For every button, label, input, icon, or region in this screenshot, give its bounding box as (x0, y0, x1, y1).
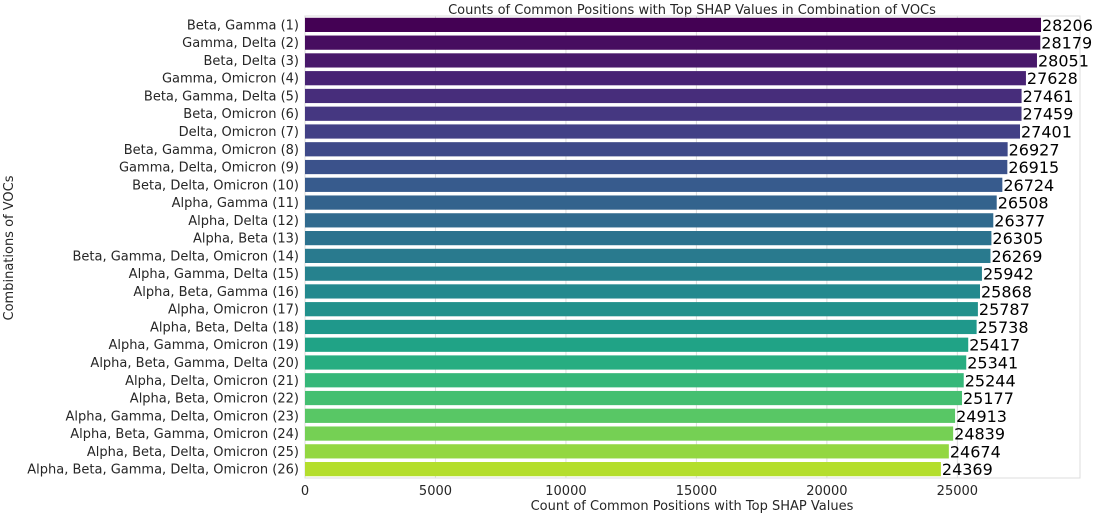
y-tick-label: Beta, Gamma, Delta (5) (144, 89, 299, 104)
y-tick-label: Beta, Gamma, Delta, Omicron (14) (72, 249, 299, 264)
y-tick-label: Alpha, Delta (12) (188, 214, 299, 229)
x-tick-label: 25000 (937, 484, 978, 499)
bar (305, 266, 982, 281)
bar-value-label: 25417 (969, 336, 1020, 355)
bar (305, 390, 962, 406)
bar (305, 373, 964, 388)
bar-value-label: 24839 (954, 425, 1005, 444)
bar (305, 195, 997, 210)
bar (305, 426, 954, 441)
y-tick-label: Beta, Gamma, Omicron (8) (124, 143, 299, 158)
y-tick-label: Alpha, Gamma (11) (172, 196, 299, 211)
y-tick-label: Alpha, Beta, Omicron (22) (130, 392, 299, 407)
bar (305, 408, 956, 423)
x-tick-label: 10000 (545, 484, 586, 499)
bar (305, 142, 1008, 157)
bar-value-label: 28179 (1041, 34, 1092, 53)
bar-value-label: 26927 (1009, 140, 1060, 159)
y-tick-label: Alpha, Gamma, Omicron (19) (108, 338, 299, 353)
bar (305, 355, 967, 370)
bar-value-label: 26508 (998, 194, 1049, 213)
bar (305, 17, 1042, 32)
y-axis-title: Combinations of VOCs (2, 175, 17, 320)
bar (305, 124, 1021, 139)
bar (305, 248, 991, 263)
x-tick-label: 5000 (419, 484, 452, 499)
bar (305, 53, 1037, 68)
bar-value-label: 26377 (994, 211, 1045, 230)
bar-value-label: 26305 (992, 229, 1043, 248)
bar (305, 462, 941, 477)
bar (305, 159, 1008, 175)
y-tick-label: Beta, Delta, Omicron (10) (132, 178, 299, 193)
plot-frame (304, 15, 1081, 479)
bar-value-label: 26915 (1008, 158, 1059, 177)
bar-value-label: 24369 (942, 460, 993, 479)
bar (305, 444, 949, 459)
bar-value-label: 24913 (956, 407, 1007, 426)
bar (305, 337, 969, 352)
y-tick-label: Beta, Delta (3) (204, 54, 299, 69)
y-tick-label: Alpha, Beta (13) (193, 232, 299, 247)
bar-value-label: 25738 (978, 318, 1029, 337)
bar-value-label: 27401 (1021, 123, 1072, 142)
bar (305, 213, 994, 228)
y-tick-labels: Beta, Gamma (1) Gamma, Delta (2) Beta, Del… (27, 18, 299, 477)
bar (305, 106, 1022, 121)
bar-value-label: 25341 (967, 354, 1018, 373)
bar (305, 302, 978, 317)
bar (305, 177, 1003, 192)
y-tick-label: Delta, Omicron (7) (179, 125, 299, 140)
bar (305, 231, 992, 246)
y-tick-label: Alpha, Beta, Gamma, Omicron (24) (70, 427, 299, 442)
y-tick-label: Alpha, Gamma, Delta, Omicron (23) (66, 409, 300, 424)
bar-value-label: 25942 (983, 265, 1034, 284)
y-tick-label: Beta, Gamma (1) (187, 18, 299, 33)
x-tick-label: 0 (301, 484, 309, 499)
x-tick-label: 20000 (806, 484, 847, 499)
y-tick-label: Gamma, Omicron (4) (162, 72, 299, 87)
y-tick-label: Alpha, Beta, Gamma, Delta (20) (90, 356, 299, 371)
x-tick-labels: 0 5000 10000 15000 20000 25000 (301, 484, 978, 499)
y-tick-label: Alpha, Beta, Delta, Omicron (25) (87, 445, 299, 460)
bar-value-label: 27628 (1027, 69, 1078, 88)
bar (305, 71, 1026, 86)
bar (305, 35, 1041, 50)
value-labels: 2820628179280512762827461274592740126927… (942, 16, 1093, 479)
chart-title: Counts of Common Positions with Top SHAP… (448, 3, 936, 18)
y-tick-label: Alpha, Beta, Delta (18) (150, 320, 299, 335)
y-tick-label: Gamma, Delta (2) (182, 36, 299, 51)
bar-value-label: 24674 (950, 442, 1001, 461)
bar-value-label: 26269 (991, 247, 1042, 266)
bars (305, 17, 1042, 477)
y-tick-label: Alpha, Delta, Omicron (21) (125, 374, 299, 389)
y-tick-label: Alpha, Beta, Gamma, Delta, Omicron (26) (27, 463, 299, 478)
bar-value-label: 25244 (965, 371, 1016, 390)
bar-value-label: 26724 (1003, 176, 1054, 195)
y-tick-label: Alpha, Beta, Gamma (16) (133, 285, 299, 300)
bar-value-label: 25868 (981, 282, 1032, 301)
y-tick-label: Beta, Omicron (6) (183, 107, 299, 122)
bar-value-label: 25177 (963, 389, 1014, 408)
bar-value-label: 25787 (979, 300, 1030, 319)
y-tick-label: Gamma, Delta, Omicron (9) (119, 161, 299, 176)
y-tick-label: Alpha, Omicron (17) (168, 303, 299, 318)
x-tick-label: 15000 (676, 484, 717, 499)
bar-value-label: 28206 (1042, 16, 1093, 35)
bar (305, 88, 1022, 104)
bar (305, 319, 977, 335)
x-axis-title: Count of Common Positions with Top SHAP … (531, 499, 854, 514)
bar (305, 284, 981, 299)
bar-value-label: 28051 (1038, 51, 1089, 70)
y-tick-label: Alpha, Gamma, Delta (15) (129, 267, 299, 282)
bar-value-label: 27461 (1023, 87, 1074, 106)
bar-value-label: 27459 (1023, 105, 1074, 124)
